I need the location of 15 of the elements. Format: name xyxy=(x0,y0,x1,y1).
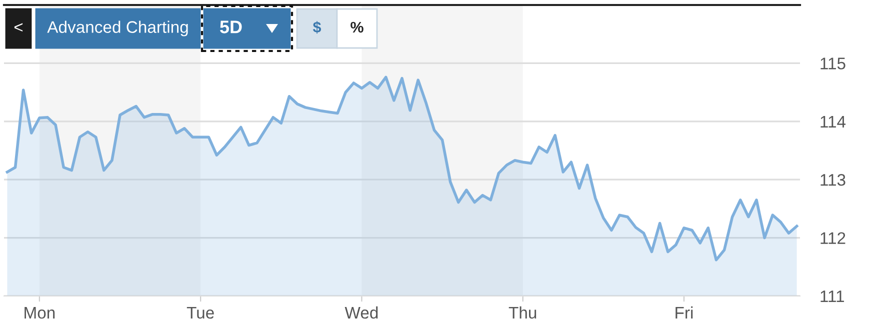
annotation: < xyxy=(14,23,23,32)
x-tick-label: Fri xyxy=(676,306,693,318)
y-tick-label: 115 xyxy=(820,58,846,70)
annotation: 5D xyxy=(220,20,242,34)
annotation: % xyxy=(350,22,364,33)
x-tick-label: Mon xyxy=(24,307,55,319)
y-tick-label: 114 xyxy=(820,116,846,128)
y-tick-label: 112 xyxy=(820,232,846,244)
x-tick-label: Thu xyxy=(508,306,536,319)
y-tick-label: 111 xyxy=(820,290,844,302)
annotation: Advanced Charting xyxy=(47,20,188,36)
x-tick-label: Tue xyxy=(186,307,214,319)
x-tick-label: Wed xyxy=(344,306,378,319)
annotation: $ xyxy=(312,21,322,34)
y-tick-label: 113 xyxy=(820,174,846,186)
